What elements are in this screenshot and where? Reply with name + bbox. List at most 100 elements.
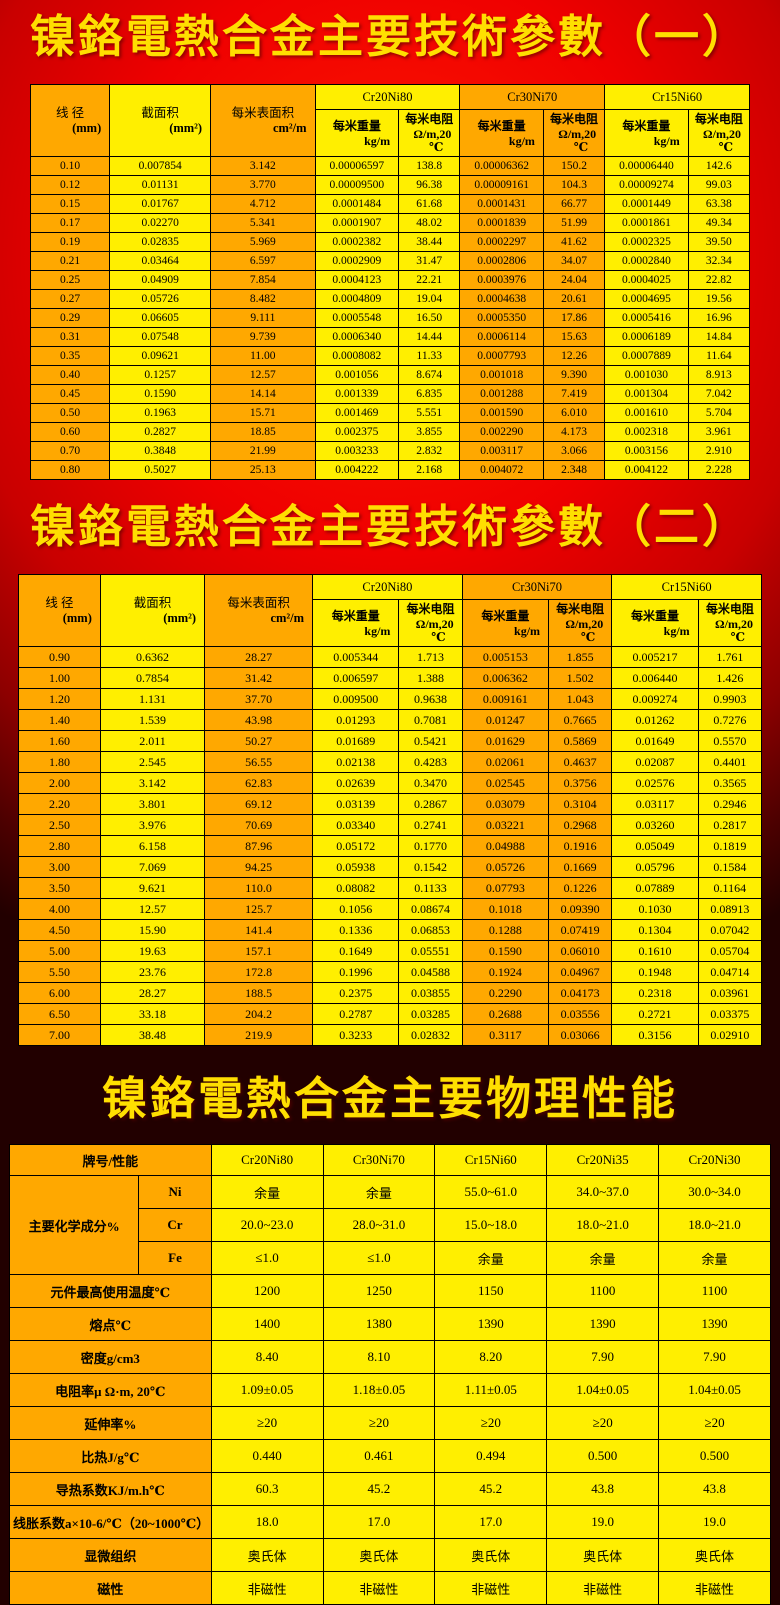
value-cell: 0.0002382 (314, 232, 400, 252)
diameter-cell: 0.80 (29, 460, 111, 480)
value-cell: 0.0002325 (604, 232, 689, 252)
value-cell: 0.01247 (461, 709, 550, 731)
value-cell: 110.0 (204, 877, 314, 899)
value-cell: 0.02832 (398, 1024, 463, 1046)
header-cross-section-unit: (mm²) (169, 121, 203, 135)
value-cell: 31.47 (398, 251, 461, 271)
diameter-cell: 0.45 (29, 384, 111, 404)
value-cell: 8.913 (687, 365, 751, 385)
value-cell: 1.18±0.05 (322, 1373, 436, 1407)
value-cell: 0.006440 (611, 667, 699, 689)
diameter-cell: 0.50 (29, 403, 111, 423)
value-cell: 1.713 (398, 646, 463, 668)
value-cell: 余量 (210, 1175, 324, 1209)
value-cell: 0.0001907 (314, 213, 400, 233)
value-cell: 0.0005548 (314, 308, 400, 328)
table-row: 0.25 0.04909 7.854 0.0004123 22.21 0.0003976 2… (29, 270, 751, 290)
value-cell: 22.82 (687, 270, 751, 290)
value-cell: 1.761 (697, 646, 763, 668)
value-cell: 0.1288 (461, 919, 550, 941)
diameter-cell: 0.90 (18, 646, 101, 668)
value-cell: 172.8 (204, 961, 314, 983)
value-cell: 0.04714 (697, 961, 763, 983)
header-diameter: 线 径 (mm) (18, 574, 101, 647)
header-alloy-cr30ni70: Cr30Ni70 (461, 574, 613, 600)
value-cell: 非磁性 (322, 1571, 436, 1605)
value-cell: 0.05726 (109, 289, 212, 309)
value-cell: 1.426 (697, 667, 763, 689)
value-cell: 0.003233 (314, 441, 400, 461)
header-weight-label: 每米重量 (477, 118, 526, 133)
value-cell: ≥20 (546, 1406, 660, 1440)
value-cell: 0.004222 (314, 460, 400, 480)
value-cell: 0.1770 (398, 835, 463, 857)
value-cell: 0.04588 (398, 961, 463, 983)
property-label: 熔点℃ (9, 1307, 212, 1341)
property-label: 显微组织 (9, 1538, 212, 1572)
value-cell: 1150 (434, 1274, 548, 1308)
value-cell: 1.043 (548, 688, 613, 710)
table-row: 元件最高使用温度℃ 1200 1250 1150 1100 1100 (9, 1274, 771, 1308)
value-cell: 43.98 (204, 709, 314, 731)
value-cell: 33.18 (99, 1003, 206, 1025)
value-cell: 0.07889 (611, 877, 699, 899)
value-cell: 8.20 (434, 1340, 548, 1374)
value-cell: 2.832 (398, 441, 461, 461)
value-cell: 11.33 (398, 346, 461, 366)
value-cell: 0.07548 (109, 327, 212, 347)
table-row: 0.12 0.01131 3.770 0.00009500 96.38 0.0000916… (29, 175, 751, 195)
value-cell: 奥氏体 (322, 1538, 436, 1572)
value-cell: 0.0001484 (314, 194, 400, 214)
value-cell: 12.57 (99, 898, 206, 920)
value-cell: ≥20 (658, 1406, 771, 1440)
value-cell: 1.11±0.05 (434, 1373, 548, 1407)
header-resistance: 每米电阻 Ω/m,20 ℃ (542, 109, 606, 157)
value-cell: 0.002375 (314, 422, 400, 442)
value-cell: 0.3104 (548, 793, 613, 815)
value-cell: 0.03260 (611, 814, 699, 836)
table-row: 1.60 2.011 50.27 0.01689 0.5421 0.01629 0.5869… (18, 730, 763, 752)
value-cell: 0.07793 (461, 877, 550, 899)
value-cell: 3.142 (210, 156, 316, 176)
value-cell: 0.1133 (398, 877, 463, 899)
value-cell: 2.168 (398, 460, 461, 480)
value-cell: 15.0~18.0 (434, 1208, 548, 1242)
table-row: 电阻率μ Ω·m, 20℃ 1.09±0.05 1.18±0.05 1.11±0.05… (9, 1373, 771, 1407)
value-cell: 7.419 (542, 384, 606, 404)
value-cell: 3.142 (99, 772, 206, 794)
table-row: 5.00 19.63 157.1 0.1649 0.05551 0.1590 0.06010… (18, 940, 763, 962)
value-cell: 104.3 (542, 175, 606, 195)
value-cell: 1200 (210, 1274, 324, 1308)
value-cell: 0.00006362 (459, 156, 544, 176)
value-cell: 0.2741 (398, 814, 463, 836)
value-cell: 8.482 (210, 289, 316, 309)
value-cell: 0.05726 (461, 856, 550, 878)
value-cell: 0.03221 (461, 814, 550, 836)
value-cell: 0.1584 (697, 856, 763, 878)
diameter-cell: 0.40 (29, 365, 111, 385)
value-cell: 15.63 (542, 327, 606, 347)
table-row: 0.60 0.2827 18.85 0.002375 3.855 0.002290 4.17… (29, 422, 751, 442)
table-row: 0.19 0.02835 5.969 0.0002382 38.44 0.0002297 4… (29, 232, 751, 252)
tech-params-table-1: 线 径 (mm) 截面积 (mm²) 每米表面积 cm²/m Cr20Ni80 … (29, 84, 751, 480)
header-weight-unit: kg/m (508, 133, 535, 148)
value-cell: 0.500 (658, 1439, 771, 1473)
value-cell: 0.461 (322, 1439, 436, 1473)
value-cell: 87.96 (204, 835, 314, 857)
header-cross-section-label: 截面积 (133, 596, 172, 610)
value-cell: 0.4283 (398, 751, 463, 773)
value-cell: 0.2968 (548, 814, 613, 836)
value-cell: 0.01649 (611, 730, 699, 752)
value-cell: 奥氏体 (210, 1538, 324, 1572)
value-cell: 0.1336 (312, 919, 400, 941)
value-cell: 0.500 (546, 1439, 660, 1473)
value-cell: 余量 (322, 1175, 436, 1209)
value-cell: 3.976 (99, 814, 206, 836)
value-cell: 0.06605 (109, 308, 212, 328)
value-cell: 0.5869 (548, 730, 613, 752)
value-cell: 余量 (546, 1241, 660, 1275)
value-cell: 0.2688 (461, 1003, 550, 1025)
value-cell: 15.71 (210, 403, 316, 423)
header-diameter-unit: (mm) (62, 611, 92, 625)
header-surface-area-unit: cm²/m (270, 611, 305, 625)
